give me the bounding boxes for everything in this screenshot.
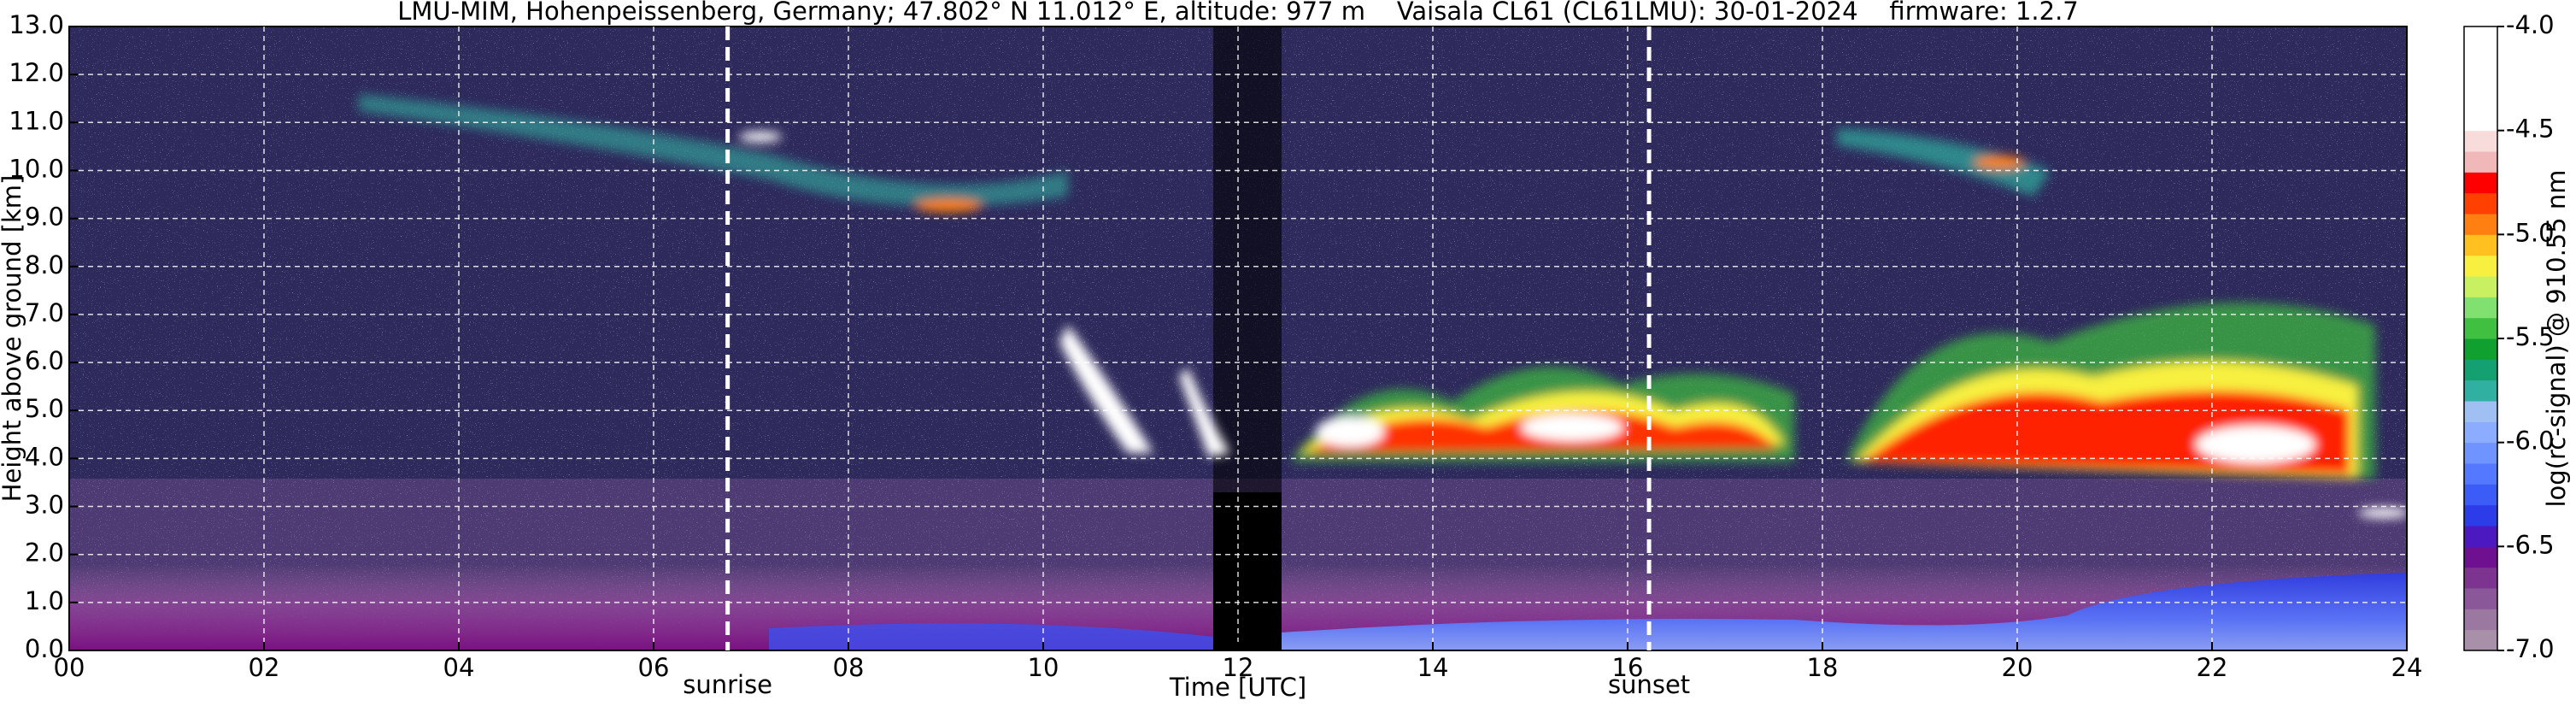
y-tick-label: 12.0	[9, 58, 64, 87]
y-tick-label: 4.0	[25, 442, 64, 471]
colorbar-label: log(rc-signal) @ 910.55 nm	[2542, 169, 2571, 507]
y-tick-label: 13.0	[9, 10, 64, 39]
y-tick-label: 11.0	[9, 106, 64, 135]
colorbar-segment	[2464, 276, 2497, 297]
x-tick-label: 20	[2002, 653, 2033, 682]
colorbar-tick-label: -4.5	[2506, 115, 2555, 144]
x-tick-label: 24	[2391, 653, 2423, 682]
colorbar-segment	[2464, 172, 2497, 194]
colorbar-segment	[2464, 546, 2497, 568]
backscatter-image	[69, 26, 2407, 650]
x-tick-label: 12	[1223, 653, 1254, 682]
x-axis-label: Time [UTC]	[1169, 673, 1306, 702]
colorbar-segment	[2464, 192, 2497, 215]
colorbar-segment	[2464, 151, 2497, 173]
colorbar-tick-label: -5.5	[2506, 322, 2555, 351]
colorbar-segment	[2464, 317, 2497, 339]
y-tick-label: 0.0	[25, 634, 64, 663]
x-tick-label: 14	[1417, 653, 1449, 682]
x-tick-label: 06	[638, 653, 670, 682]
y-tick-label: 3.0	[25, 491, 64, 520]
colorbar-segment	[2464, 629, 2497, 651]
colorbar-segment	[2464, 234, 2497, 256]
x-tick-label: 10	[1028, 653, 1059, 682]
colorbar-segment	[2464, 68, 2497, 90]
colorbar-segment	[2464, 359, 2497, 381]
colorbar-segment	[2464, 463, 2497, 485]
colorbar-segment	[2464, 442, 2497, 464]
colorbar-tick-label: -7.0	[2506, 634, 2555, 663]
colorbar-segment	[2464, 297, 2497, 319]
colorbar-segment	[2464, 214, 2497, 235]
x-tick-label: 18	[1807, 653, 1839, 682]
y-tick-label: 9.0	[25, 203, 64, 232]
colorbar-tick-label: -4.0	[2506, 10, 2555, 39]
colorbar-segment	[2464, 588, 2497, 609]
y-tick-label: 2.0	[25, 538, 64, 568]
annotation-label: sunset	[1608, 670, 1690, 699]
colorbar-segment	[2464, 89, 2497, 110]
colorbar-segment	[2464, 338, 2497, 360]
x-tick-label: 00	[54, 653, 85, 682]
y-tick-label: 6.0	[25, 346, 64, 375]
colorbar-segment	[2464, 130, 2497, 152]
colorbar-segment	[2464, 526, 2497, 547]
colorbar-segment	[2464, 255, 2497, 277]
x-tick-label: 22	[2197, 653, 2228, 682]
colorbar-segment	[2464, 567, 2497, 589]
annotation-label: sunrise	[683, 670, 772, 699]
y-tick-label: 7.0	[25, 298, 64, 327]
x-tick-label: 02	[249, 653, 280, 682]
colorbar-tick-label: -6.0	[2506, 427, 2555, 456]
chart-title: LMU-MIM, Hohenpeissenberg, Germany; 47.8…	[397, 0, 2079, 26]
x-tick-label: 16	[1612, 653, 1644, 682]
y-tick-label: 10.0	[9, 154, 64, 183]
colorbar-segment	[2464, 504, 2497, 527]
y-tick-label: 5.0	[25, 394, 64, 423]
colorbar-segment	[2464, 26, 2497, 48]
colorbar-segment	[2464, 47, 2497, 69]
colorbar-segment	[2464, 401, 2497, 422]
y-tick-label: 1.0	[25, 586, 64, 615]
colorbar-tick-label: -5.0	[2506, 218, 2555, 247]
y-axis-label: Height above ground [km]	[0, 175, 26, 503]
colorbar-segment	[2464, 379, 2497, 402]
colorbar-segment	[2464, 421, 2497, 444]
colorbar-tick-label: -6.5	[2506, 530, 2555, 559]
x-tick-label: 08	[833, 653, 865, 682]
colorbar-segment	[2464, 484, 2497, 506]
x-tick-label: 04	[443, 653, 475, 682]
colorbar-segment	[2464, 609, 2497, 631]
colorbar-segment	[2464, 109, 2497, 132]
y-tick-label: 8.0	[25, 250, 64, 279]
